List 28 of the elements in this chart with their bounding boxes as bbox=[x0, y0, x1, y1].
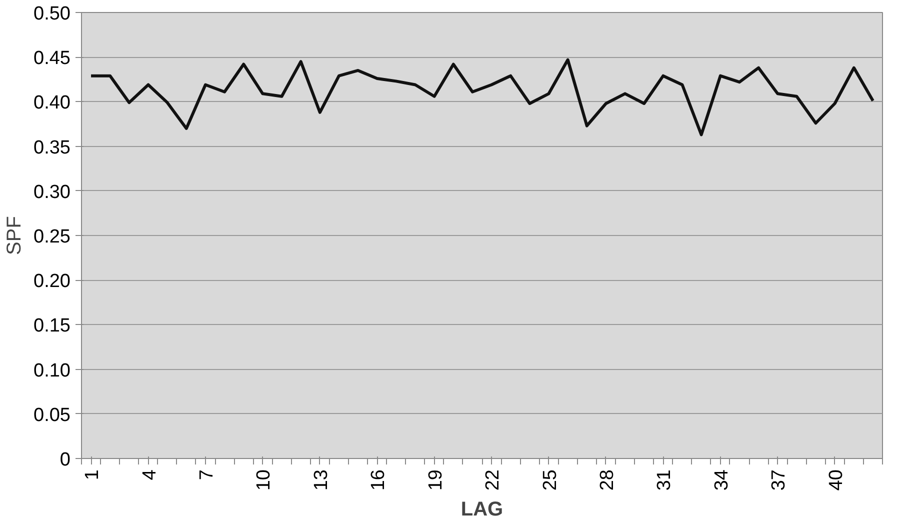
y-tick-label: 0.25 bbox=[34, 226, 71, 248]
x-tick-label: 10 bbox=[254, 469, 275, 491]
x-tick-label: 22 bbox=[482, 469, 504, 491]
x-tick-label: 4 bbox=[139, 469, 160, 480]
x-tick-label: 13 bbox=[310, 469, 332, 491]
x-tick-label: 16 bbox=[368, 469, 390, 491]
x-tick-label: 34 bbox=[711, 469, 732, 491]
x-tick-label: 28 bbox=[596, 469, 618, 491]
x-tick-label: 37 bbox=[768, 469, 790, 491]
x-tick-label: 1 bbox=[82, 469, 104, 480]
y-tick-label: 0.20 bbox=[34, 271, 71, 292]
y-tick-label: 0.50 bbox=[34, 4, 71, 24]
y-tick-label: 0.05 bbox=[34, 404, 71, 426]
y-tick-label: 0.35 bbox=[34, 137, 71, 158]
x-tick-label: 40 bbox=[826, 469, 847, 491]
y-tick-label: 0.40 bbox=[34, 92, 71, 114]
y-tick-label: 0.45 bbox=[34, 48, 71, 70]
x-tick-label: 19 bbox=[425, 469, 446, 491]
x-tick-label: 7 bbox=[196, 469, 218, 480]
x-axis-title: LAG bbox=[460, 498, 504, 521]
x-tick-label: 31 bbox=[654, 469, 676, 491]
line-series bbox=[90, 58, 874, 136]
y-tick-label: 0.10 bbox=[34, 360, 71, 382]
y-tick-label: 0.15 bbox=[34, 316, 71, 337]
y-tick-label: 0.30 bbox=[34, 182, 71, 203]
y-tick-label: 0 bbox=[60, 450, 71, 470]
x-tick-label: 25 bbox=[540, 469, 561, 491]
y-axis-title: SPF bbox=[4, 216, 26, 255]
